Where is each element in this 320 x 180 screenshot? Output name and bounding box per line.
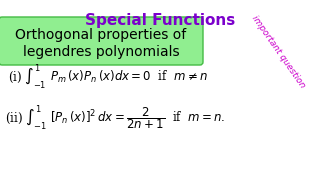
FancyBboxPatch shape [0,17,203,65]
Text: legendres polynomials: legendres polynomials [23,45,179,59]
Text: $P_m\,(x)P_n\,(x)dx = 0$  if  $m \neq n$: $P_m\,(x)P_n\,(x)dx = 0$ if $m \neq n$ [50,69,208,85]
Text: (ii) $\int_{-1}^{1}$: (ii) $\int_{-1}^{1}$ [5,104,47,132]
Text: $[P_n\,(x)]^2\, dx = \dfrac{2}{2n+1}$  if  $m = n.$: $[P_n\,(x)]^2\, dx = \dfrac{2}{2n+1}$ if… [50,105,226,131]
Text: Special Functions: Special Functions [85,13,235,28]
Text: important question: important question [250,14,307,90]
Text: Orthogonal properties of: Orthogonal properties of [15,28,187,42]
Text: (i) $\int_{-1}^{1}$: (i) $\int_{-1}^{1}$ [8,63,46,91]
